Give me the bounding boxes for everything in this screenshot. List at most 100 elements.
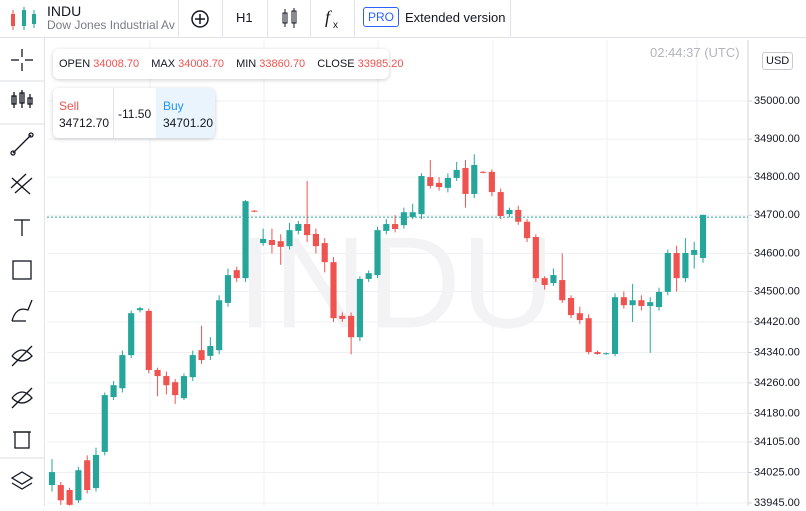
candle-body (682, 252, 689, 279)
candle-body (198, 350, 205, 361)
y-tick-label: 34420.00 (754, 316, 800, 328)
candle-body (620, 297, 627, 306)
sell-button[interactable] (53, 88, 113, 138)
crosshair-tool[interactable] (11, 49, 33, 71)
currency-button[interactable]: USD (762, 52, 794, 70)
pro-badge[interactable]: PRO (363, 7, 400, 27)
candle-body (418, 176, 425, 215)
hide-tool[interactable] (11, 345, 33, 367)
chart-type-button[interactable] (280, 7, 300, 31)
candle-body (356, 278, 363, 338)
candle-body (409, 212, 416, 218)
candle-body (224, 275, 232, 303)
layers-tool[interactable] (10, 471, 34, 490)
shape-tool[interactable] (12, 260, 32, 280)
y-tick-label: 34340.00 (754, 346, 800, 358)
symbol-name: Dow Jones Industrial Average (47, 18, 175, 32)
add-button[interactable] (189, 8, 211, 30)
candle-body (673, 252, 680, 279)
trend-line-tool[interactable] (10, 132, 34, 156)
min-value: 33860.70 (259, 58, 306, 70)
candle-body (172, 382, 179, 396)
clock: 02:44:37 (UTC) (650, 45, 740, 60)
candle-body (453, 169, 460, 178)
left-toolbar (0, 38, 45, 506)
candle-body (277, 241, 284, 247)
candle-body (655, 291, 663, 308)
symbol[interactable]: INDU (47, 3, 82, 19)
fib-tool[interactable] (10, 173, 33, 195)
candle-body (136, 308, 144, 311)
candle-body (365, 273, 372, 279)
hide-123-tool[interactable] (11, 387, 33, 409)
candle-body (154, 369, 161, 377)
svg-text:f: f (325, 7, 333, 27)
candle-body (436, 182, 443, 188)
close-value: 33985.20 (357, 58, 404, 70)
separator (222, 0, 223, 38)
candle-body (664, 252, 671, 292)
candle-body (207, 345, 214, 356)
candle-body (497, 192, 504, 217)
watermark: INDU (237, 209, 555, 355)
candle-body (550, 275, 557, 284)
remove-all-tool[interactable] (13, 431, 31, 449)
candle-body (242, 201, 249, 279)
chart: 33945.00 34025.00 34105.00 34180.00 34260.00… (47, 40, 800, 506)
candle-body (75, 470, 82, 501)
svg-text:x: x (333, 20, 338, 31)
y-tick-label: 35000.00 (754, 95, 800, 107)
close-label: CLOSE (317, 58, 355, 70)
top-bar: INDU Dow Jones Industrial Average H1 fx … (0, 0, 806, 38)
candle-body (576, 313, 583, 321)
candle-body (506, 209, 513, 215)
candle-body (629, 300, 636, 306)
candle-body (216, 300, 223, 351)
logo (11, 7, 36, 30)
max-label: MAX (151, 58, 176, 70)
candle-body (110, 385, 117, 398)
candle-body (92, 454, 100, 489)
candle-body (348, 315, 355, 338)
separator (178, 0, 179, 38)
candle-body (374, 230, 381, 276)
candle-body (119, 355, 126, 389)
brush-tool[interactable] (11, 299, 33, 322)
divider (113, 88, 114, 138)
candle-body (84, 460, 91, 490)
candle-body (567, 297, 575, 316)
y-tick-label: 34600.00 (754, 247, 800, 259)
candle-body (163, 376, 170, 386)
indicators-tool[interactable] (11, 90, 33, 108)
sell-price: 34712.70 (59, 116, 110, 130)
candle-body (233, 270, 240, 279)
buy-price: 34701.20 (163, 116, 214, 130)
candle-body (541, 278, 548, 286)
candle-body (312, 233, 319, 247)
candle-body (515, 209, 522, 222)
candle-body (471, 164, 478, 194)
candle-body (330, 262, 337, 319)
candle-body (304, 224, 311, 236)
candle-body (559, 280, 566, 301)
candle-body (66, 489, 73, 505)
candle-body (286, 230, 293, 247)
extended-link[interactable]: Extended version (405, 10, 506, 25)
y-tick-label: 34900.00 (754, 133, 800, 145)
candle-body (145, 310, 152, 370)
max-value: 34008.70 (178, 58, 224, 70)
y-tick-label: 33945.00 (754, 497, 800, 506)
separator (354, 0, 355, 38)
candle-body (638, 300, 645, 306)
tool-icons (0, 49, 45, 490)
ohlc-panel: OPEN 34008.70 MAX 34008.70 MIN 33860.70 … (53, 49, 404, 79)
candle-body (427, 177, 434, 186)
buy-button[interactable] (156, 88, 215, 138)
text-tool[interactable] (14, 219, 30, 236)
candle-body (128, 313, 135, 356)
timeframe-button[interactable]: H1 (236, 10, 253, 25)
buy-label: Buy (163, 99, 184, 113)
separator (310, 0, 311, 38)
spread: -11.50 (118, 107, 152, 121)
